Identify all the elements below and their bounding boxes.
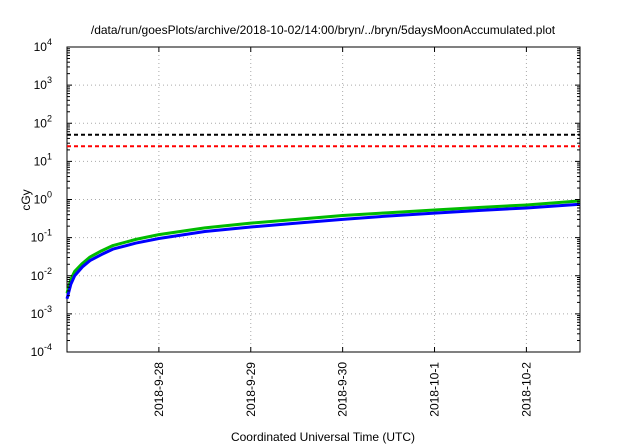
y-tick-exponent: 2 bbox=[47, 113, 52, 123]
y-tick-exponent: -3 bbox=[44, 304, 52, 314]
y-tick-exponent: 3 bbox=[47, 75, 52, 85]
y-tick-label: 104 bbox=[34, 37, 52, 54]
grid bbox=[67, 47, 580, 352]
y-tick-exponent: -1 bbox=[44, 228, 52, 238]
y-tick-label: 10-2 bbox=[31, 266, 52, 283]
x-tick-label: 2018-10-1 bbox=[428, 362, 442, 417]
y-tick-exponent: -2 bbox=[44, 266, 52, 276]
series-line bbox=[65, 199, 581, 294]
y-tick-label: 102 bbox=[34, 113, 52, 130]
x-axis: 2018-9-28 2018-9-29 2018-9-30 2018-10-1 2018… bbox=[152, 47, 533, 417]
y-tick-label: 10-4 bbox=[31, 342, 52, 359]
y-tick-label: 100 bbox=[34, 190, 52, 207]
reference-lines bbox=[67, 133, 580, 148]
y-tick-label: 103 bbox=[34, 75, 52, 92]
y-tick-exponent: 1 bbox=[47, 151, 52, 161]
y-tick-exponent: 0 bbox=[47, 190, 52, 200]
y-tick-exponent: -4 bbox=[44, 342, 52, 352]
y-tick-label: 10-1 bbox=[31, 228, 52, 245]
chart-title: /data/run/goesPlots/archive/2018-10-02/1… bbox=[91, 23, 556, 37]
x-tick-label: 2018-9-30 bbox=[336, 362, 350, 417]
y-tick-label: 10-3 bbox=[31, 304, 52, 321]
x-tick-label: 2018-10-2 bbox=[519, 362, 533, 417]
series-lines bbox=[65, 199, 581, 300]
y-axis-label: cGy bbox=[19, 189, 33, 210]
y-tick-exponent: 4 bbox=[47, 37, 52, 47]
x-axis-label: Coordinated Universal Time (UTC) bbox=[231, 430, 415, 444]
x-tick-label: 2018-9-28 bbox=[152, 362, 166, 417]
x-tick-label: 2018-9-29 bbox=[244, 362, 258, 417]
series-line bbox=[65, 202, 581, 300]
y-tick-label: 101 bbox=[34, 151, 52, 168]
